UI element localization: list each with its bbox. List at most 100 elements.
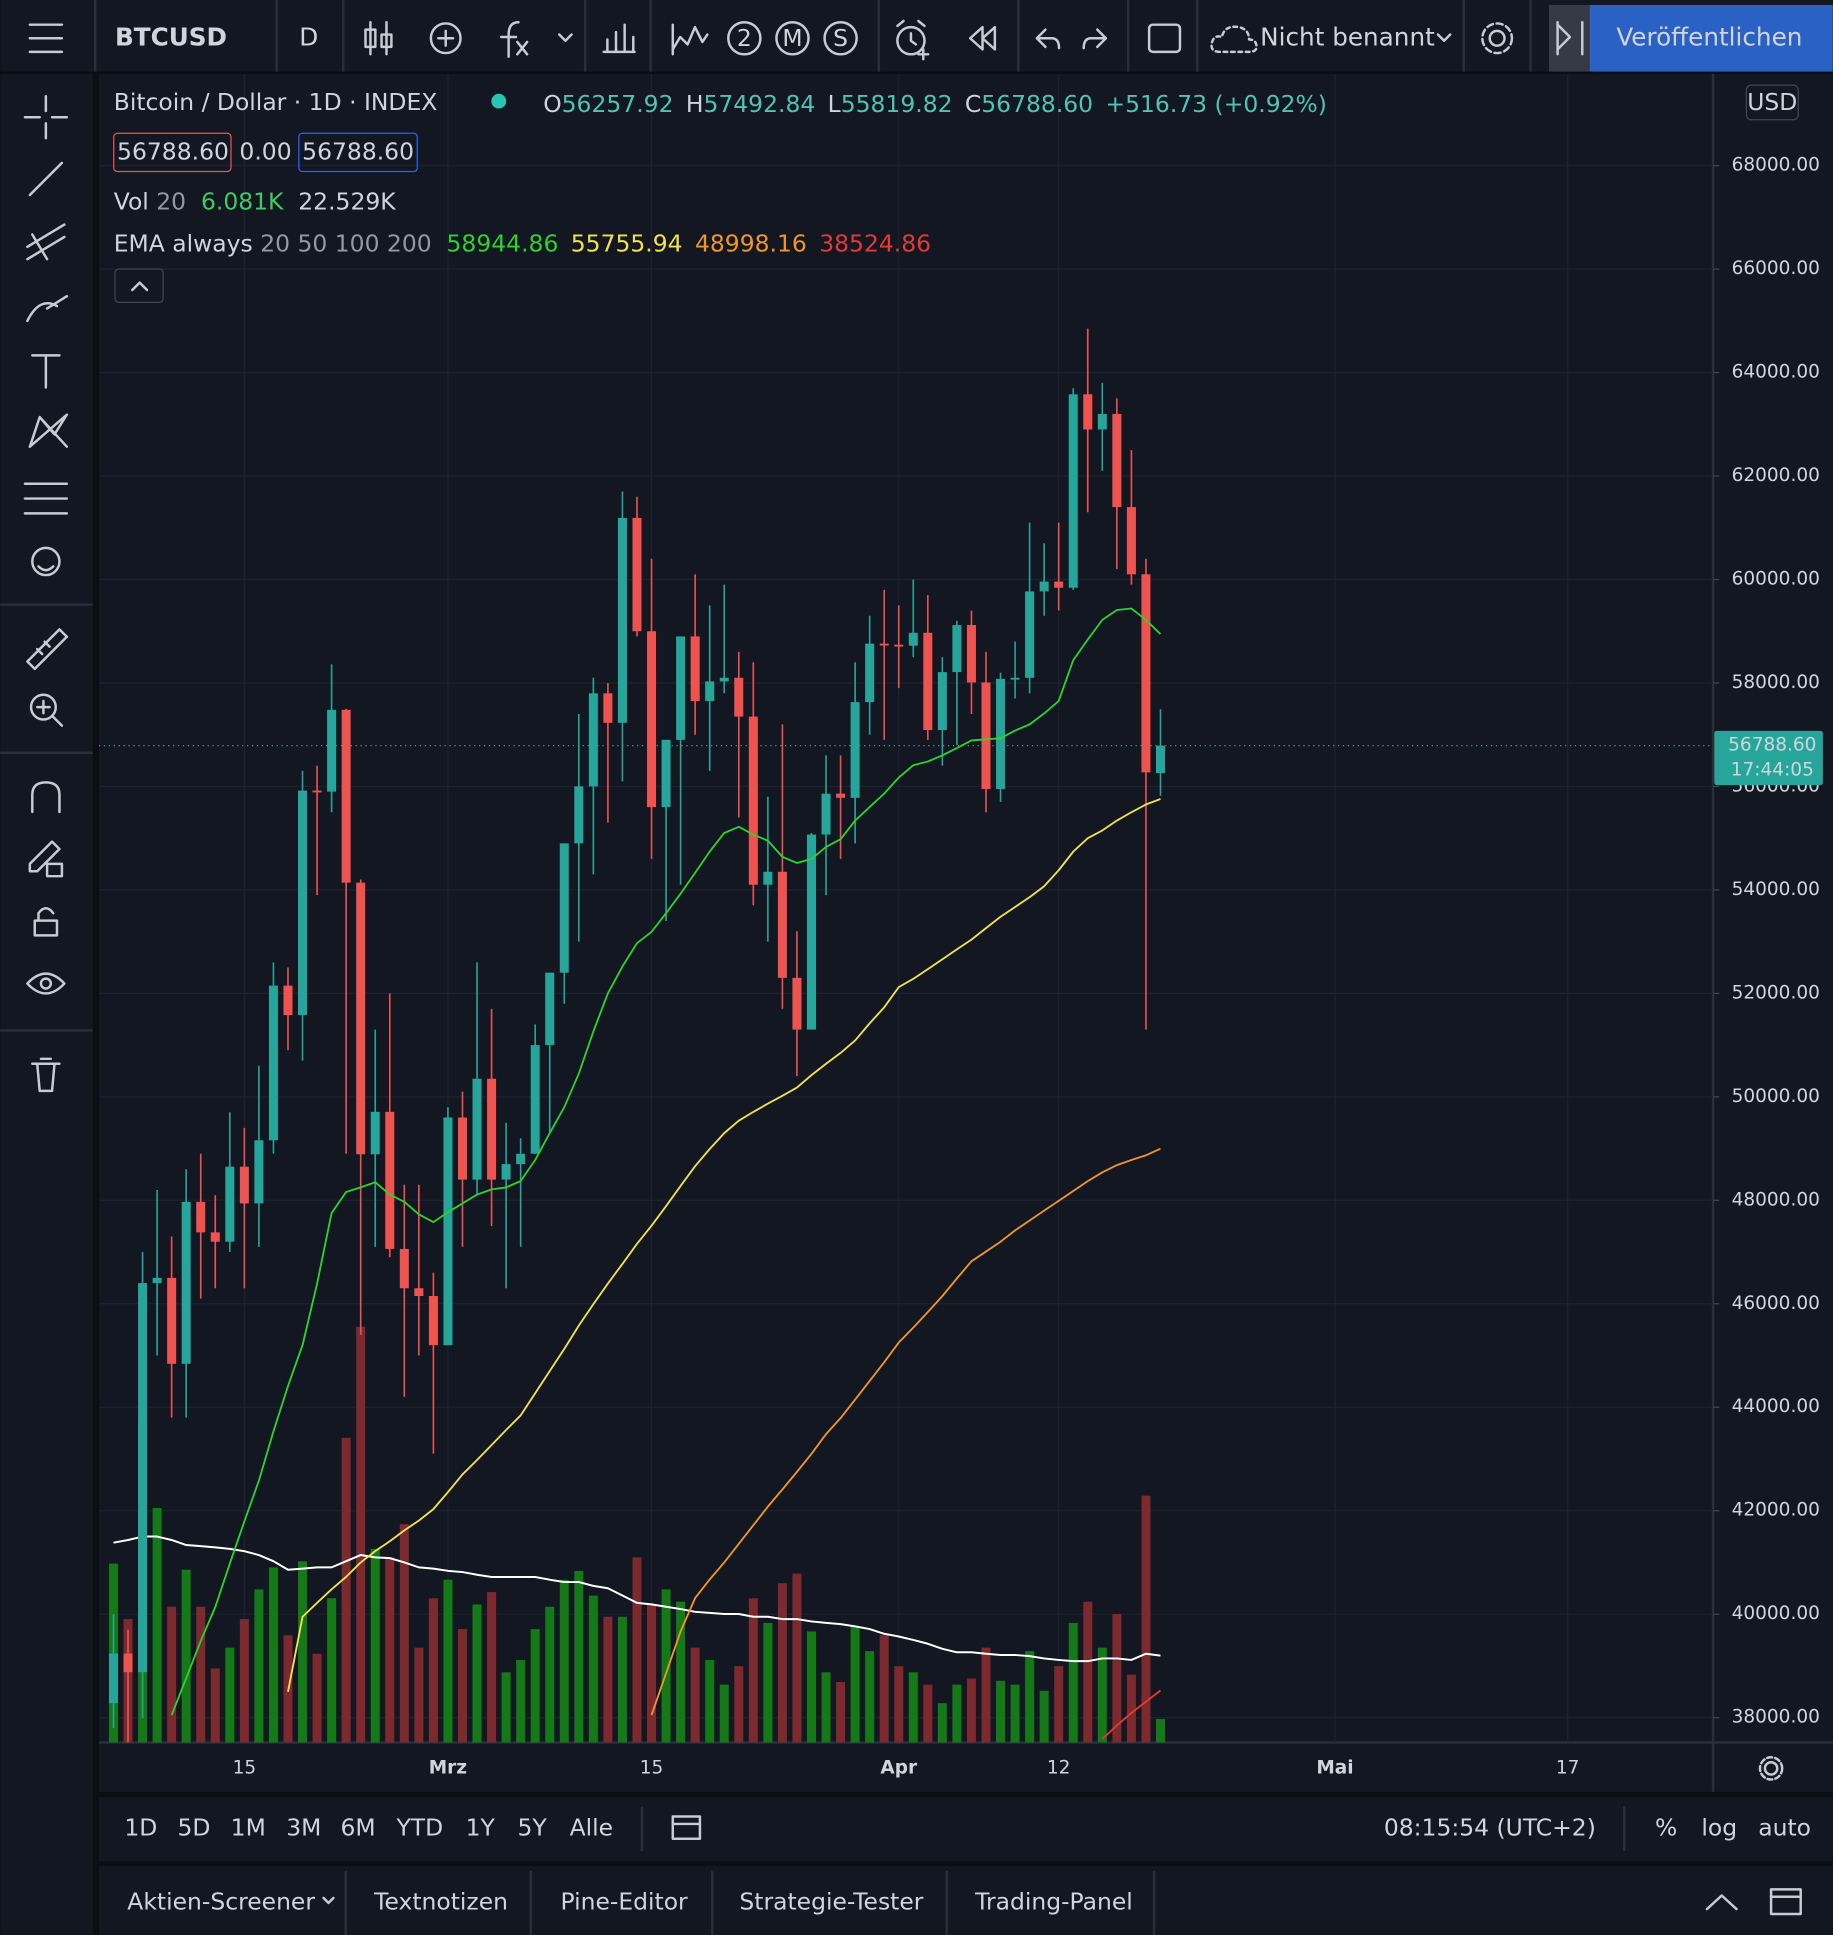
- trendline-tool[interactable]: [28, 161, 64, 197]
- candle-body: [647, 631, 657, 808]
- ruler-tool[interactable]: [26, 628, 69, 671]
- currency[interactable]: USD: [1747, 88, 1797, 116]
- auto-toggle[interactable]: auto: [1758, 1813, 1811, 1841]
- range-button[interactable]: 1M: [231, 1813, 266, 1841]
- chart-type-button[interactable]: [364, 20, 393, 56]
- volume-bar: [996, 1680, 1006, 1743]
- candle-body: [356, 882, 366, 1155]
- volume-bar: [661, 1589, 671, 1743]
- volume-bar: [879, 1635, 889, 1743]
- redo-button[interactable]: [1082, 28, 1108, 50]
- compare-button[interactable]: [429, 22, 462, 55]
- fib-tool[interactable]: [26, 223, 66, 261]
- layout-caret[interactable]: [1436, 33, 1452, 42]
- bid-box[interactable]: [113, 132, 232, 173]
- replay-button[interactable]: [968, 25, 997, 51]
- badge[interactable]: M: [782, 24, 802, 52]
- volume-bar: [748, 1598, 758, 1743]
- range-button[interactable]: 5Y: [517, 1813, 547, 1841]
- prediction-tool[interactable]: [23, 482, 69, 515]
- range-button[interactable]: Alle: [570, 1813, 613, 1841]
- volume-bar: [923, 1684, 933, 1743]
- tab[interactable]: Textnotizen: [373, 1887, 508, 1915]
- volume-bar: [806, 1631, 816, 1743]
- tab[interactable]: Aktien-Screener: [127, 1887, 315, 1915]
- badge[interactable]: S: [833, 24, 848, 52]
- range-button[interactable]: 6M: [341, 1813, 376, 1841]
- crosshair-tool[interactable]: [23, 95, 69, 140]
- tab-caret[interactable]: [322, 1896, 335, 1905]
- candle-body: [1126, 507, 1136, 575]
- ema-value: 38524.86: [819, 229, 931, 257]
- ohlc-value: 57492.84: [703, 89, 815, 117]
- axis-settings[interactable]: [1758, 1756, 1784, 1781]
- range-button[interactable]: 5D: [177, 1813, 210, 1841]
- range-button[interactable]: 1Y: [466, 1813, 496, 1841]
- tab[interactable]: Trading-Panel: [974, 1887, 1133, 1915]
- ask-box[interactable]: [298, 132, 418, 173]
- badge[interactable]: 2: [737, 24, 752, 52]
- y-tick-label: 46000.00: [1732, 1293, 1820, 1314]
- publish-label[interactable]: Veröffentlichen: [1616, 22, 1802, 51]
- lock-tool[interactable]: [33, 907, 59, 937]
- log-toggle[interactable]: log: [1701, 1813, 1737, 1841]
- collapse-legend[interactable]: [114, 268, 164, 303]
- alert-chart-button[interactable]: [671, 23, 709, 56]
- candle-body: [167, 1277, 177, 1364]
- ohlc-legend: O56257.92 H57492.84 L55819.82 C56788.60 +516…: [543, 89, 1327, 117]
- volume-bar: [268, 1567, 278, 1743]
- range-button[interactable]: YTD: [395, 1813, 443, 1841]
- fullscreen-button[interactable]: [1147, 23, 1182, 54]
- volume-bar: [1068, 1622, 1078, 1743]
- ask[interactable]: 56788.60: [302, 138, 414, 166]
- tab[interactable]: Strategie-Tester: [739, 1887, 923, 1915]
- hide-tool[interactable]: [26, 972, 66, 995]
- bid[interactable]: 56788.60: [117, 138, 229, 166]
- volume-bar: [167, 1606, 177, 1743]
- interval[interactable]: D: [299, 22, 318, 51]
- currency-box[interactable]: [1745, 84, 1799, 121]
- maximize-panel[interactable]: [1769, 1888, 1802, 1916]
- menu-button[interactable]: [28, 23, 64, 54]
- candle-body: [225, 1166, 235, 1242]
- layout-name[interactable]: Nicht benannt: [1260, 22, 1435, 51]
- ohlc-value: 55819.82: [841, 89, 953, 117]
- y-tick-label: 50000.00: [1732, 1086, 1820, 1107]
- candle-body: [428, 1296, 438, 1346]
- settings-button[interactable]: [1481, 22, 1514, 55]
- alert-button[interactable]: [896, 19, 930, 61]
- indicators-button[interactable]: [500, 20, 573, 59]
- tab[interactable]: Pine-Editor: [560, 1887, 688, 1915]
- templates-button[interactable]: [602, 23, 636, 54]
- symbol[interactable]: BTCUSD: [115, 22, 227, 51]
- trash-tool[interactable]: [31, 1057, 61, 1093]
- volume-bar: [777, 1583, 787, 1743]
- brush-tool[interactable]: [26, 294, 69, 323]
- volume-bar: [1010, 1684, 1020, 1743]
- undo-button[interactable]: [1035, 28, 1061, 50]
- candle-body: [1112, 413, 1122, 508]
- x-tick-label: Apr: [880, 1757, 918, 1778]
- magnet-tool[interactable]: [31, 781, 61, 814]
- y-tick-label: 52000.00: [1732, 982, 1820, 1003]
- range-bar: [98, 1796, 1833, 1861]
- zoom-tool[interactable]: [29, 693, 64, 727]
- clock[interactable]: 08:15:54 (UTC+2): [1384, 1813, 1596, 1841]
- pattern-tool[interactable]: [28, 413, 69, 448]
- candle-body: [1155, 745, 1166, 774]
- percent-toggle[interactable]: %: [1655, 1813, 1677, 1841]
- publish-button[interactable]: [1589, 4, 1833, 72]
- collapse-panel[interactable]: [1705, 1894, 1738, 1911]
- price-label: 56788.60: [1728, 735, 1816, 756]
- range-button[interactable]: 3M: [286, 1813, 321, 1841]
- volume-bar: [196, 1606, 206, 1743]
- range-button[interactable]: 1D: [124, 1813, 157, 1841]
- lock-draw-tool[interactable]: [28, 840, 64, 878]
- candle-body: [705, 681, 715, 702]
- icon-tool[interactable]: [31, 546, 61, 577]
- text-tool[interactable]: [31, 354, 61, 389]
- goto-date[interactable]: [671, 1815, 702, 1840]
- volume-bar: [428, 1598, 438, 1743]
- volume-bar: [1039, 1690, 1049, 1743]
- spread: 0.00: [239, 138, 291, 166]
